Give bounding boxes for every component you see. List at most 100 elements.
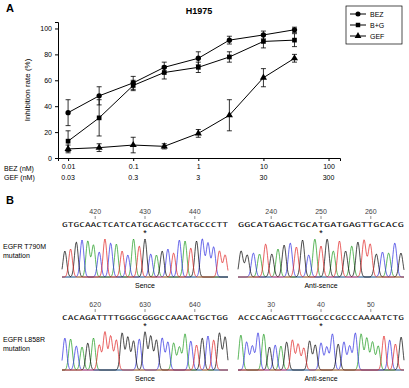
legend-marker — [356, 23, 360, 27]
data-point — [196, 65, 201, 70]
error-bar-cap — [227, 62, 232, 63]
chart-title: H1975 — [186, 6, 213, 16]
position-tick — [321, 216, 322, 219]
x2-axis-title: GEF (nM) — [4, 174, 35, 182]
y-tick: 20 — [44, 129, 58, 136]
y-tick-mark — [55, 80, 58, 81]
data-point — [161, 142, 168, 148]
y-tick-label: 40 — [44, 103, 52, 110]
error-bar-cap — [196, 51, 201, 52]
y-tick-mark — [55, 106, 58, 107]
position-label: 640 — [189, 301, 201, 308]
error-bar-cap — [97, 99, 102, 100]
legend-label: BEZ — [370, 11, 384, 18]
x-tick-label: 1 — [197, 163, 201, 170]
error-bar-cap — [292, 46, 297, 47]
row-label: EGFR L858R — [3, 336, 45, 343]
error-bar-cap — [131, 152, 136, 153]
position-label: 430 — [139, 208, 151, 215]
data-point — [66, 139, 71, 144]
data-point — [292, 27, 297, 32]
y-tick-label: 20 — [44, 129, 52, 136]
error-bar-cap — [66, 130, 71, 131]
position-tick — [271, 309, 272, 312]
chromatogram: 304050ACCCAGCAGTTTGGCCCGCCCAAAATCTG*Anti… — [238, 301, 404, 382]
error-bar — [66, 100, 71, 126]
x-tick: 10 — [260, 158, 268, 170]
y-tick-label: 0 — [48, 155, 52, 162]
x-axis-second-row: 0.030.3330300 — [61, 174, 334, 181]
legend-label: B+G — [370, 22, 384, 29]
position-tick — [271, 216, 272, 219]
trace — [62, 239, 228, 277]
trace — [62, 239, 228, 277]
trace — [62, 239, 228, 277]
position-tick — [370, 216, 371, 219]
position-tick — [145, 309, 146, 312]
error-bar-cap — [261, 68, 266, 69]
row-label: mutation — [3, 345, 30, 352]
data-point — [97, 93, 102, 98]
error-bar-cap — [261, 47, 266, 48]
x2-tick-label: 3 — [196, 174, 200, 181]
data-point — [65, 110, 70, 115]
position-label: 620 — [89, 301, 101, 308]
legend: BEZB+GGEF — [346, 6, 402, 44]
trace — [238, 333, 404, 370]
series — [65, 54, 299, 153]
position-label: 250 — [315, 208, 327, 215]
position-tick — [194, 309, 195, 312]
error-bar-cap — [97, 151, 102, 152]
figure: AH1975020406080100Inhibition rate (%)0.0… — [0, 0, 409, 388]
error-bar-cap — [162, 66, 167, 67]
error-bar-cap — [66, 125, 71, 126]
y-tick: 40 — [44, 103, 58, 110]
chromatogram: 420430440GTGCAACTCATCATGCAGCTCATGCCCTT*S… — [62, 208, 228, 289]
error-bar-cap — [162, 148, 167, 149]
x-tick-mark — [198, 158, 199, 161]
mutation-mark: * — [143, 228, 147, 238]
error-bar — [131, 80, 136, 90]
error-bar-cap — [162, 78, 167, 79]
error-bar-cap — [292, 62, 297, 63]
error-bar-cap — [131, 76, 136, 77]
y-tick-mark — [55, 158, 58, 159]
y-axis-line — [55, 23, 59, 159]
position-label: 40 — [317, 301, 325, 308]
position-tick — [370, 309, 371, 312]
position-label: 420 — [89, 208, 101, 215]
trace — [238, 239, 404, 277]
error-bar — [227, 52, 232, 62]
x-tick: 0.01 — [62, 158, 76, 170]
mutation-mark: * — [143, 321, 147, 331]
position-tick — [194, 216, 195, 219]
error-bar-cap — [162, 62, 167, 63]
trace — [238, 239, 404, 277]
data-point — [97, 116, 102, 121]
series — [66, 34, 297, 152]
trace — [62, 332, 228, 370]
data-point — [130, 141, 137, 147]
trace — [62, 239, 228, 277]
trace — [238, 334, 404, 370]
error-bar — [196, 62, 201, 72]
trace — [238, 336, 404, 370]
error-bar-cap — [261, 86, 266, 87]
error-bar-cap — [227, 36, 232, 37]
trace — [238, 337, 404, 370]
position-label: 440 — [189, 208, 201, 215]
y-tick: 100 — [40, 25, 58, 32]
data-point — [292, 38, 297, 43]
series-line — [68, 58, 294, 149]
y-tick: 60 — [44, 77, 58, 84]
x-axis-title: BEZ (nM) — [4, 165, 34, 173]
error-bar-cap — [97, 86, 102, 87]
x-tick-label: 0.01 — [62, 163, 76, 170]
data-point — [227, 37, 232, 42]
x-tick-mark — [329, 158, 330, 161]
trace — [62, 332, 228, 370]
position-tick — [95, 309, 96, 312]
error-bar — [261, 35, 266, 48]
x2-tick-label: 0.03 — [61, 174, 75, 181]
trace — [62, 334, 228, 370]
